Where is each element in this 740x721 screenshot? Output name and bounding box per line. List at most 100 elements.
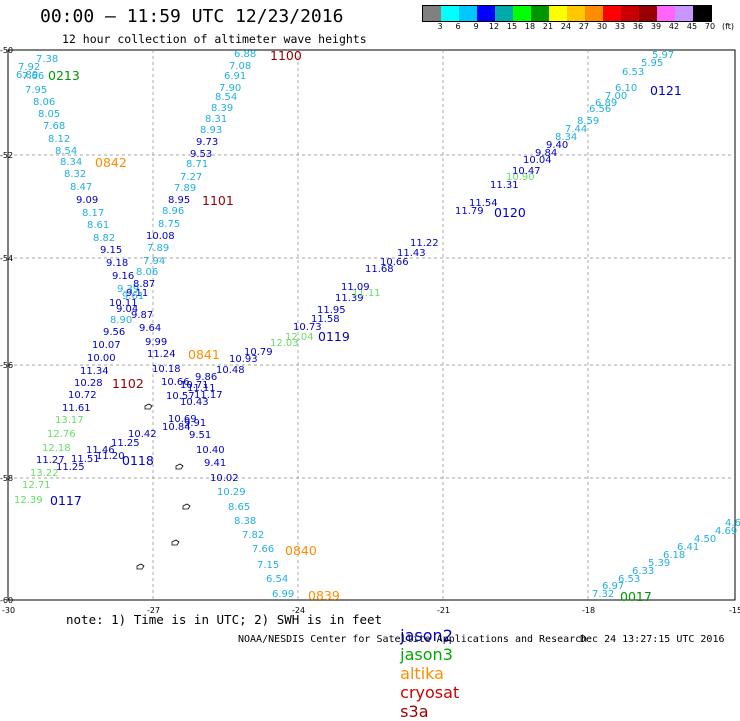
wave-height-value: 12.76 <box>47 429 76 440</box>
wave-height-value: 9.09 <box>76 195 98 206</box>
wave-height-value: 6.10 <box>615 83 637 94</box>
wave-height-value: 11.11 <box>187 383 216 394</box>
wave-height-value: 11.46 <box>86 445 115 456</box>
wave-height-value: 6.54 <box>266 574 288 585</box>
pass-time-label: 0120 <box>494 205 526 220</box>
lon-tick-label: -27 <box>147 606 160 615</box>
wave-height-value: 6.53 <box>618 574 640 585</box>
legend-jason2: jason2 <box>400 626 453 645</box>
color-scale-label: 21 <box>542 22 554 31</box>
pass-time-label: 0121 <box>650 83 682 98</box>
wave-height-value: 8.54 <box>215 92 237 103</box>
color-scale-cell <box>531 6 549 21</box>
color-scale-cell <box>495 6 513 21</box>
wave-height-value: 8.06 <box>33 97 55 108</box>
pass-time-label: 0118 <box>122 453 154 468</box>
wave-height-value: 9.41 <box>204 458 226 469</box>
island-outline <box>171 539 180 546</box>
lon-tick-label: -24 <box>292 606 305 615</box>
wave-height-value: 7.68 <box>43 121 65 132</box>
wave-height-value: 8.65 <box>228 502 250 513</box>
wave-height-value: 9.18 <box>106 258 128 269</box>
wave-height-value: 4.69 <box>715 526 737 537</box>
color-scale-cell <box>693 6 711 21</box>
wave-height-value: 12.39 <box>14 495 43 506</box>
color-scale-label: 24 <box>560 22 572 31</box>
wave-height-value: 10.08 <box>146 231 175 242</box>
wave-height-value: 12.18 <box>42 443 71 454</box>
island-outline <box>136 563 145 570</box>
wave-height-value: 11.54 <box>469 198 498 209</box>
footnote: note: 1) Time is in UTC; 2) SWH is in fe… <box>66 612 383 627</box>
wave-height-value: 10.93 <box>229 354 258 365</box>
wave-height-value: 11.58 <box>311 314 340 325</box>
color-scale-cell <box>441 6 459 21</box>
wave-height-value: 11.31 <box>490 180 519 191</box>
color-scale-cell <box>585 6 603 21</box>
wave-height-value: 10.90 <box>506 172 535 183</box>
wave-height-value: 8.75 <box>158 219 180 230</box>
wave-height-value: 11.25 <box>111 438 140 449</box>
lat-tick-label: -60 <box>0 596 13 605</box>
island-outline <box>182 503 191 510</box>
pass-time-label: 0842 <box>95 155 127 170</box>
wave-height-value: 10.66 <box>161 377 190 388</box>
wave-height-value: 9.99 <box>145 337 167 348</box>
lat-tick-label: -50 <box>0 46 13 55</box>
page-subtitle: 12 hour collection of altimeter wave hei… <box>62 32 367 46</box>
wave-height-value: 11.22 <box>410 238 439 249</box>
lon-tick-label: -30 <box>2 606 15 615</box>
wave-height-value: 7.66 <box>252 544 274 555</box>
lat-tick-label: -52 <box>0 151 13 160</box>
wave-height-value: 11.17 <box>194 390 223 401</box>
wave-height-value: 12.04 <box>285 332 314 343</box>
color-scale-cell <box>621 6 639 21</box>
wave-height-value: 8.61 <box>87 220 109 231</box>
wave-height-value: 5.97 <box>652 50 674 61</box>
pass-time-label: 0839 <box>308 588 340 603</box>
wave-height-value: 7.38 <box>36 54 58 65</box>
wave-height-value: 11.11 <box>352 288 381 299</box>
wave-height-value: 6.91 <box>224 71 246 82</box>
color-scale-cell <box>459 6 477 21</box>
wave-height-value: 8.12 <box>48 134 70 145</box>
color-scale-cell <box>477 6 495 21</box>
legend-s3a: s3a <box>400 702 429 721</box>
wave-height-value: 9.91 <box>184 418 206 429</box>
wave-height-value: 8.95 <box>168 195 190 206</box>
wave-height-value: 11.61 <box>62 403 91 414</box>
color-scale-cell <box>567 6 585 21</box>
wave-height-value: 10.47 <box>512 166 541 177</box>
color-scale-label: 45 <box>686 22 698 31</box>
pass-time-label: 0017 <box>620 589 652 604</box>
wave-height-value: 8.47 <box>70 182 92 193</box>
pass-time-label: 1102 <box>112 376 144 391</box>
wave-height-value: 9.64 <box>139 323 161 334</box>
wave-height-value: 8.05 <box>38 109 60 120</box>
color-scale-cell <box>513 6 531 21</box>
pass-time-label: 0117 <box>50 493 82 508</box>
wave-height-value: 9.61 <box>122 291 144 302</box>
color-scale-label: 30 <box>596 22 608 31</box>
wave-height-value: 10.29 <box>217 487 246 498</box>
pass-time-label: 0841 <box>188 347 220 362</box>
lon-tick-label: -18 <box>582 606 595 615</box>
wave-height-value: 8.06 <box>136 267 158 278</box>
pass-time-label: 0840 <box>285 543 317 558</box>
color-scale-label: 33 <box>614 22 626 31</box>
wave-height-value: 7.89 <box>147 243 169 254</box>
wave-height-value: 8.71 <box>186 159 208 170</box>
wave-height-value: 7.32 <box>592 589 614 600</box>
map-frame <box>7 49 736 601</box>
wave-height-value: 8.87 <box>133 279 155 290</box>
wave-height-value: 9.53 <box>190 149 212 160</box>
color-scale-label: 18 <box>524 22 536 31</box>
wave-height-value: 7.94 <box>143 256 165 267</box>
wave-height-value: 10.73 <box>293 322 322 333</box>
wave-height-value: 10.28 <box>74 378 103 389</box>
island-outline <box>144 403 153 410</box>
wave-height-value: 11.27 <box>36 455 65 466</box>
color-scale-cell <box>639 6 657 21</box>
wave-height-value: 10.04 <box>523 155 552 166</box>
wave-height-value: 10.71 <box>180 380 209 391</box>
